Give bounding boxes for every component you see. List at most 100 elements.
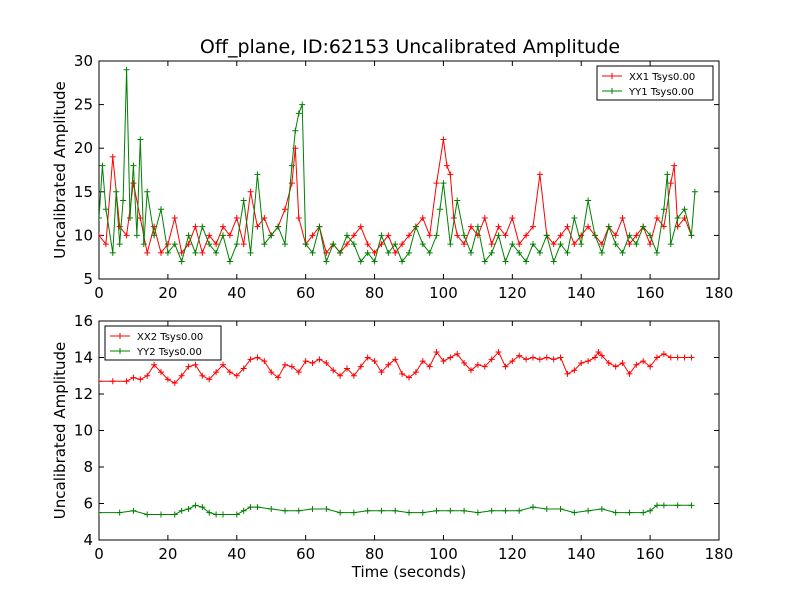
data-point — [674, 354, 681, 361]
data-point — [282, 361, 288, 368]
data-point — [667, 180, 674, 187]
x-tick-label: 180 — [705, 545, 734, 563]
data-point — [116, 223, 123, 230]
data-point — [571, 241, 578, 248]
data-point — [543, 232, 550, 239]
data-point — [226, 258, 233, 265]
data-point — [419, 358, 426, 365]
y-tick-label: 30 — [74, 52, 93, 70]
data-point — [158, 369, 164, 376]
data-point — [178, 258, 185, 265]
data-point — [612, 232, 619, 239]
y-tick-label: 16 — [74, 312, 93, 330]
data-point — [557, 241, 564, 248]
data-point — [185, 363, 192, 370]
data-point — [605, 359, 612, 366]
data-point — [571, 214, 578, 221]
legend-label: YY2 Tsys0.00 — [136, 347, 202, 358]
data-point — [226, 232, 233, 239]
data-point — [309, 359, 316, 366]
data-point — [578, 241, 585, 248]
data-point — [454, 232, 461, 239]
data-point — [247, 188, 254, 195]
data-point — [619, 359, 626, 366]
data-point — [220, 361, 226, 368]
data-point — [674, 214, 681, 221]
data-point — [595, 349, 602, 356]
data-point — [633, 232, 640, 239]
data-point — [550, 356, 557, 363]
data-point — [571, 509, 578, 516]
data-point — [178, 372, 185, 379]
data-point — [350, 372, 357, 379]
data-point — [495, 223, 502, 230]
data-point — [557, 354, 564, 361]
data-point — [254, 171, 261, 178]
data-point — [288, 363, 295, 370]
data-point — [323, 505, 330, 512]
subplot-1: 0 20 40 60 80 100 120 140 160 180 5 10 15 20 25 30 Uncal… — [51, 52, 733, 302]
data-point — [151, 232, 158, 239]
data-point — [468, 367, 474, 374]
data-point — [399, 370, 406, 377]
data-point — [130, 374, 137, 381]
data-point — [171, 241, 178, 248]
data-point — [612, 241, 619, 248]
data-point — [578, 359, 585, 366]
data-point — [178, 507, 185, 514]
data-point — [344, 241, 350, 248]
legend-marker — [117, 348, 123, 354]
x-tick-label: 140 — [567, 545, 596, 563]
data-point — [199, 504, 206, 511]
data-point — [419, 509, 426, 516]
data-point — [378, 507, 385, 514]
data-point — [488, 249, 495, 256]
data-point — [426, 363, 433, 370]
data-point — [654, 354, 660, 361]
legend-marker — [117, 333, 123, 339]
data-point — [516, 241, 523, 248]
data-point — [654, 249, 660, 256]
data-point — [530, 223, 536, 230]
data-point — [240, 197, 247, 204]
data-point — [240, 241, 247, 248]
data-point — [557, 505, 564, 512]
data-point — [213, 511, 220, 518]
data-point — [671, 162, 678, 169]
data-point — [171, 511, 178, 518]
data-point — [667, 354, 674, 361]
data-point — [268, 232, 275, 239]
data-point — [295, 369, 302, 376]
data-point — [158, 206, 164, 213]
data-point — [433, 180, 440, 187]
x-tick-label: 120 — [498, 545, 527, 563]
data-point — [461, 232, 468, 239]
subplot-2: 0 20 40 60 80 100 120 140 160 180 4 6 8 10 12 14 16 Uncal… — [51, 312, 733, 581]
data-point — [640, 509, 647, 516]
data-point — [226, 369, 233, 376]
data-point — [419, 214, 426, 221]
data-point — [364, 507, 371, 514]
data-point — [488, 356, 495, 363]
data-point — [495, 349, 502, 356]
data-point — [619, 249, 626, 256]
data-point — [133, 232, 140, 239]
data-point — [502, 258, 509, 265]
data-point — [364, 241, 371, 248]
data-point — [681, 206, 688, 213]
data-point — [488, 241, 495, 248]
data-point — [419, 241, 426, 248]
legend: XX2 Tsys0.00 YY2 Tsys0.00 — [104, 325, 222, 361]
legend-marker — [609, 73, 615, 79]
data-point — [254, 504, 261, 511]
data-point — [233, 214, 240, 221]
data-point — [213, 369, 220, 376]
data-point — [495, 232, 502, 239]
data-point — [654, 214, 660, 221]
data-point — [344, 365, 350, 372]
data-point — [647, 507, 654, 514]
data-point — [598, 352, 605, 359]
data-point — [392, 356, 399, 363]
data-point — [164, 241, 171, 248]
y-tick-label: 4 — [83, 531, 93, 549]
